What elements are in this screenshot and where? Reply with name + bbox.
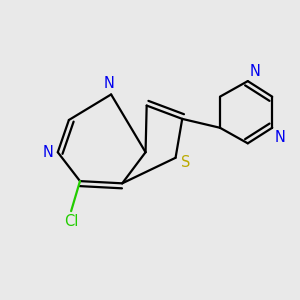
Text: Cl: Cl <box>64 214 78 230</box>
Text: N: N <box>103 76 114 91</box>
Text: N: N <box>250 64 261 79</box>
Text: S: S <box>181 155 190 170</box>
Text: N: N <box>274 130 285 145</box>
Text: N: N <box>43 145 53 160</box>
